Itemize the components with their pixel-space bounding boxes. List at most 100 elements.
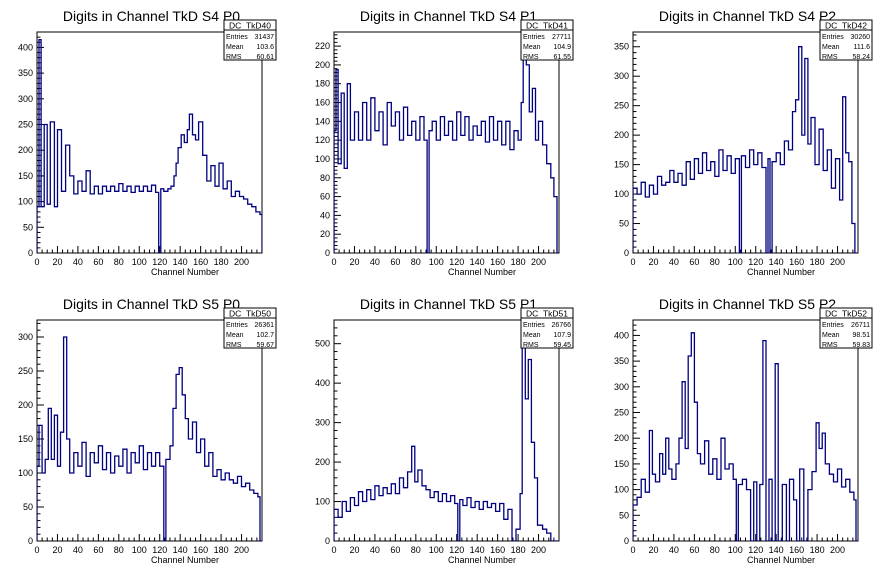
stats-value: 60.61	[256, 54, 274, 61]
histogram-line	[633, 332, 858, 541]
y-tick-label: 100	[614, 485, 629, 495]
x-tick-label: 140	[769, 257, 784, 267]
x-tick-label: 40	[73, 257, 83, 267]
x-tick-label: 120	[152, 545, 167, 555]
x-tick-label: 0	[34, 257, 39, 267]
stats-name: DC_TkD42	[825, 21, 867, 31]
chart-title: Digits in Channel TkD S5 P2	[659, 296, 836, 312]
stats-name: DC_TkD50	[229, 309, 271, 319]
stats-box: DC_TkD52 Entries 26711 Mean 98.51 RMS 59.83	[819, 307, 873, 349]
stats-value: 61.55	[553, 54, 571, 61]
x-tick-label: 160	[490, 545, 505, 555]
x-tick-label: 40	[370, 545, 380, 555]
stats-name: DC_TkD52	[825, 309, 867, 319]
x-tick-label: 180	[810, 545, 825, 555]
x-tick-label: 0	[630, 545, 635, 555]
chart-title: Digits in Channel TkD S5 P1	[360, 296, 537, 312]
x-tick-label: 140	[769, 545, 784, 555]
x-tick-label: 40	[73, 545, 83, 555]
y-tick-label: 180	[315, 79, 330, 89]
x-tick-label: 200	[830, 545, 845, 555]
stats-name: DC_TkD41	[526, 21, 568, 31]
stats-label: Mean	[523, 332, 541, 339]
stats-box: DC_TkD41 Entries 27711 Mean 104.9 RMS 61.55	[520, 19, 574, 61]
stats-label: RMS	[226, 342, 242, 349]
stats-value: 31437	[255, 34, 275, 41]
stats-box: DC_TkD51 Entries 26766 Mean 107.9 RMS 59.45	[520, 307, 574, 349]
stats-value: 59.83	[852, 342, 870, 349]
histogram-line	[633, 46, 858, 253]
x-tick-label: 0	[630, 257, 635, 267]
stats-box: DC_TkD50 Entries 26361 Mean 102.7 RMS 59.67	[223, 307, 277, 349]
x-tick-label: 200	[531, 545, 546, 555]
stats-label: Mean	[523, 44, 541, 51]
x-tick-label: 140	[470, 257, 485, 267]
y-zero-label: 0	[325, 248, 330, 258]
stats-label: Mean	[822, 44, 840, 51]
y-tick-label: 150	[18, 434, 33, 444]
x-tick-label: 80	[114, 257, 124, 267]
y-tick-label: 500	[315, 339, 330, 349]
x-tick-label: 180	[511, 257, 526, 267]
y-tick-label: 160	[315, 98, 330, 108]
histogram-panel-2: Digits in Channel TkD S4 P2 0 20 40 60 80 100 1…	[614, 8, 873, 277]
x-axis-label: Channel Number	[747, 555, 815, 565]
stats-value: 59.67	[256, 342, 274, 349]
plot-frame	[333, 31, 560, 254]
stats-value: 103.6	[256, 44, 274, 51]
x-tick-label: 100	[429, 545, 444, 555]
y-tick-label: 250	[18, 366, 33, 376]
y-tick-label: 350	[18, 68, 33, 78]
chart-title: Digits in Channel TkD S4 P2	[659, 8, 836, 24]
x-tick-label: 0	[331, 257, 336, 267]
y-tick-label: 150	[614, 160, 629, 170]
y-tick-label: 200	[18, 145, 33, 155]
y-tick-label: 40	[320, 210, 330, 220]
x-tick-label: 20	[648, 257, 658, 267]
y-tick-label: 200	[315, 457, 330, 467]
x-tick-label: 100	[132, 545, 147, 555]
stats-value: 111.6	[854, 44, 871, 51]
y-tick-label: 150	[614, 459, 629, 469]
x-tick-label: 60	[689, 545, 699, 555]
stats-value: 102.7	[256, 332, 274, 339]
stats-value: 27711	[552, 34, 571, 41]
x-tick-label: 100	[429, 257, 444, 267]
x-tick-label: 120	[152, 257, 167, 267]
y-tick-label: 250	[18, 120, 33, 130]
stats-value: 30260	[851, 34, 871, 41]
y-tick-label: 50	[619, 510, 629, 520]
y-zero-label: 0	[28, 248, 33, 258]
y-tick-label: 350	[614, 42, 629, 52]
x-tick-label: 80	[411, 545, 421, 555]
stats-value: 58.24	[852, 54, 870, 61]
x-tick-label: 140	[173, 545, 188, 555]
stats-label: Entries	[226, 322, 248, 329]
x-tick-label: 200	[531, 257, 546, 267]
x-tick-label: 100	[728, 545, 743, 555]
histogram-panel-5: Digits in Channel TkD S5 P2 0 20 40 60 80 100 1…	[614, 296, 873, 565]
x-tick-label: 120	[748, 257, 763, 267]
x-tick-label: 180	[810, 257, 825, 267]
x-tick-label: 160	[193, 257, 208, 267]
x-tick-label: 160	[789, 257, 804, 267]
x-axis-label: Channel Number	[747, 267, 815, 277]
y-tick-label: 100	[18, 197, 33, 207]
y-tick-label: 250	[614, 101, 629, 111]
y-zero-label: 0	[28, 536, 33, 546]
x-axis-label: Channel Number	[151, 267, 219, 277]
stats-label: Entries	[822, 34, 844, 41]
x-tick-label: 60	[390, 257, 400, 267]
x-tick-label: 0	[34, 545, 39, 555]
y-tick-label: 300	[315, 418, 330, 428]
stats-value: 98.51	[852, 332, 870, 339]
stats-label: RMS	[523, 54, 539, 61]
y-tick-label: 400	[18, 42, 33, 52]
x-tick-label: 20	[349, 545, 359, 555]
y-tick-label: 300	[18, 94, 33, 104]
x-tick-label: 80	[411, 257, 421, 267]
y-tick-label: 300	[18, 332, 33, 342]
y-tick-label: 100	[18, 468, 33, 478]
